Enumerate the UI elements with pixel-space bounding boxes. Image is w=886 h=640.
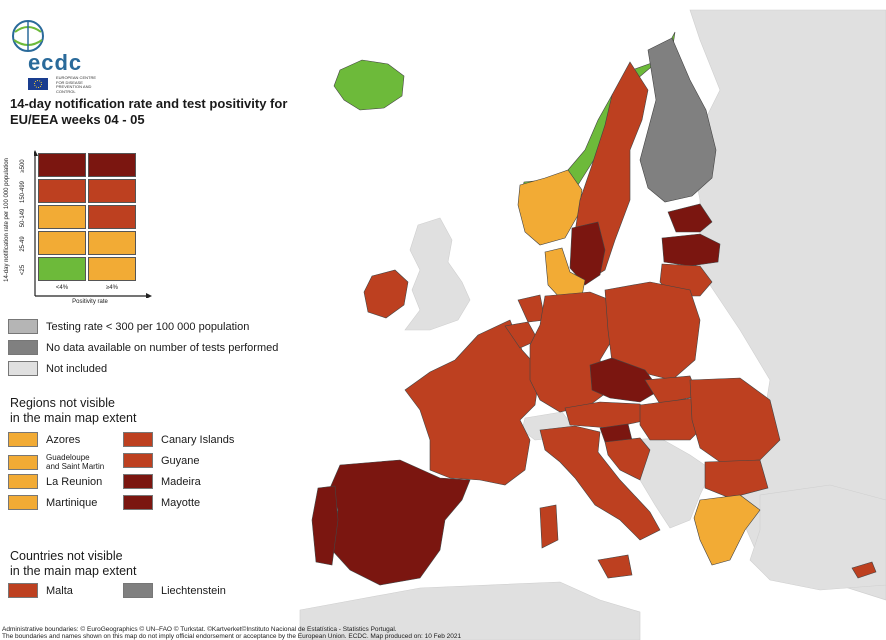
country-italy xyxy=(539,425,661,541)
legend-swatch xyxy=(123,453,153,468)
country-sweden-south xyxy=(569,221,606,286)
legend-swatch xyxy=(8,583,38,598)
legend-label: Guyane xyxy=(161,454,200,467)
legend-label: Madeira xyxy=(161,475,201,488)
matrix-cell xyxy=(88,153,136,177)
map-title: 14-day notification rate and test positi… xyxy=(10,96,288,127)
land-uk xyxy=(404,217,471,331)
legend-item: La Reunion xyxy=(8,474,102,489)
land-north-africa xyxy=(299,581,641,640)
country-denmark xyxy=(544,247,586,299)
country-germany xyxy=(529,291,613,413)
legend-label: Azores xyxy=(46,433,81,446)
legend-swatch xyxy=(123,474,153,489)
legend-item: Guadeloupe and Saint Martin xyxy=(8,453,104,471)
legend-swatch xyxy=(8,361,38,376)
country-ireland xyxy=(363,269,409,319)
legend-item: Martinique xyxy=(8,495,97,510)
legend-label: Malta xyxy=(46,584,73,597)
country-cyprus xyxy=(851,561,877,579)
matrix-col-label: ≥4% xyxy=(106,285,118,291)
matrix-cell xyxy=(38,231,86,255)
legend-item: Madeira xyxy=(123,474,201,489)
legend-swatch xyxy=(8,495,38,510)
legend-item: Canary Islands xyxy=(123,432,234,447)
matrix-row-label: ≥500 xyxy=(20,159,26,173)
matrix-x-axis-label: Positivity rate xyxy=(72,299,108,305)
matrix-y-axis-label: 14-day notification rate per 100 000 pop… xyxy=(4,158,10,282)
land-turkey xyxy=(749,484,886,591)
legend-item: No data available on number of tests per… xyxy=(8,340,278,355)
matrix-row-label: 50-149 xyxy=(20,208,26,228)
brand-wordmark: ecdc xyxy=(28,50,83,75)
legend-label: Canary Islands xyxy=(161,433,235,446)
legend-item: Not included xyxy=(8,361,107,376)
matrix-cell xyxy=(88,179,136,203)
country-italy-sardinia xyxy=(539,504,559,549)
country-bulgaria xyxy=(704,459,769,499)
country-romania xyxy=(689,377,781,463)
country-czechia xyxy=(589,357,661,403)
matrix-cell xyxy=(38,153,86,177)
legend-item: Liechtenstein xyxy=(123,583,226,598)
legend-swatch xyxy=(8,454,38,470)
legend-swatch xyxy=(8,432,38,447)
country-finland xyxy=(639,37,717,203)
eu-flag xyxy=(28,78,48,90)
legend-item: Guyane xyxy=(123,453,200,468)
legend-label: La Reunion xyxy=(46,475,103,488)
country-estonia xyxy=(667,203,713,233)
legend-item: Malta xyxy=(8,583,73,598)
country-greece xyxy=(693,494,761,566)
matrix-cell xyxy=(88,257,136,281)
matrix-cell xyxy=(88,205,136,229)
legend-label: Testing rate < 300 per 100 000 populatio… xyxy=(46,320,250,333)
legend-item: Testing rate < 300 per 100 000 populatio… xyxy=(8,319,249,334)
ecdc-globe-logo xyxy=(12,20,44,52)
map-footer: Administrative boundaries: © EuroGeograp… xyxy=(2,626,462,640)
legend-swatch xyxy=(8,319,38,334)
legend-swatch xyxy=(123,583,153,598)
regions-title: Regions not visible in the main map exte… xyxy=(10,396,137,425)
legend-label: Liechtenstein xyxy=(161,584,226,597)
country-spain xyxy=(329,459,471,586)
matrix-cell xyxy=(38,179,86,203)
legend-label: Not included xyxy=(46,362,108,375)
legend-swatch xyxy=(123,495,153,510)
legend-label: Martinique xyxy=(46,496,98,509)
country-norway-south xyxy=(517,169,583,246)
legend-item: Mayotte xyxy=(123,495,200,510)
country-austria xyxy=(564,401,649,429)
matrix-row-label: 25-49 xyxy=(20,236,26,252)
legend-swatch xyxy=(8,474,38,489)
country-italy-sicily xyxy=(597,554,633,579)
countries-title: Countries not visible in the main map ex… xyxy=(10,549,137,578)
matrix-cell xyxy=(38,257,86,281)
legend-item: Azores xyxy=(8,432,80,447)
matrix-cell xyxy=(88,231,136,255)
legend-swatch xyxy=(8,340,38,355)
legend-label: No data available on number of tests per… xyxy=(46,341,279,354)
country-poland xyxy=(604,281,701,381)
matrix-row-label: 150-499 xyxy=(20,180,26,204)
matrix-cell xyxy=(38,205,86,229)
matrix-row-label: <25 xyxy=(20,264,26,276)
matrix-col-label: <4% xyxy=(55,285,69,291)
legend-label: Mayotte xyxy=(161,496,201,509)
legend-swatch xyxy=(123,432,153,447)
country-portugal xyxy=(311,485,339,566)
matrix-axes xyxy=(34,150,152,298)
country-iceland xyxy=(333,59,405,111)
brand-subtitle: EUROPEAN CENTRE FOR DISEASE PREVENTION A… xyxy=(56,75,97,94)
legend-label: Guadeloupe and Saint Martin xyxy=(46,453,105,471)
country-croatia xyxy=(604,437,651,481)
country-latvia xyxy=(661,233,721,267)
